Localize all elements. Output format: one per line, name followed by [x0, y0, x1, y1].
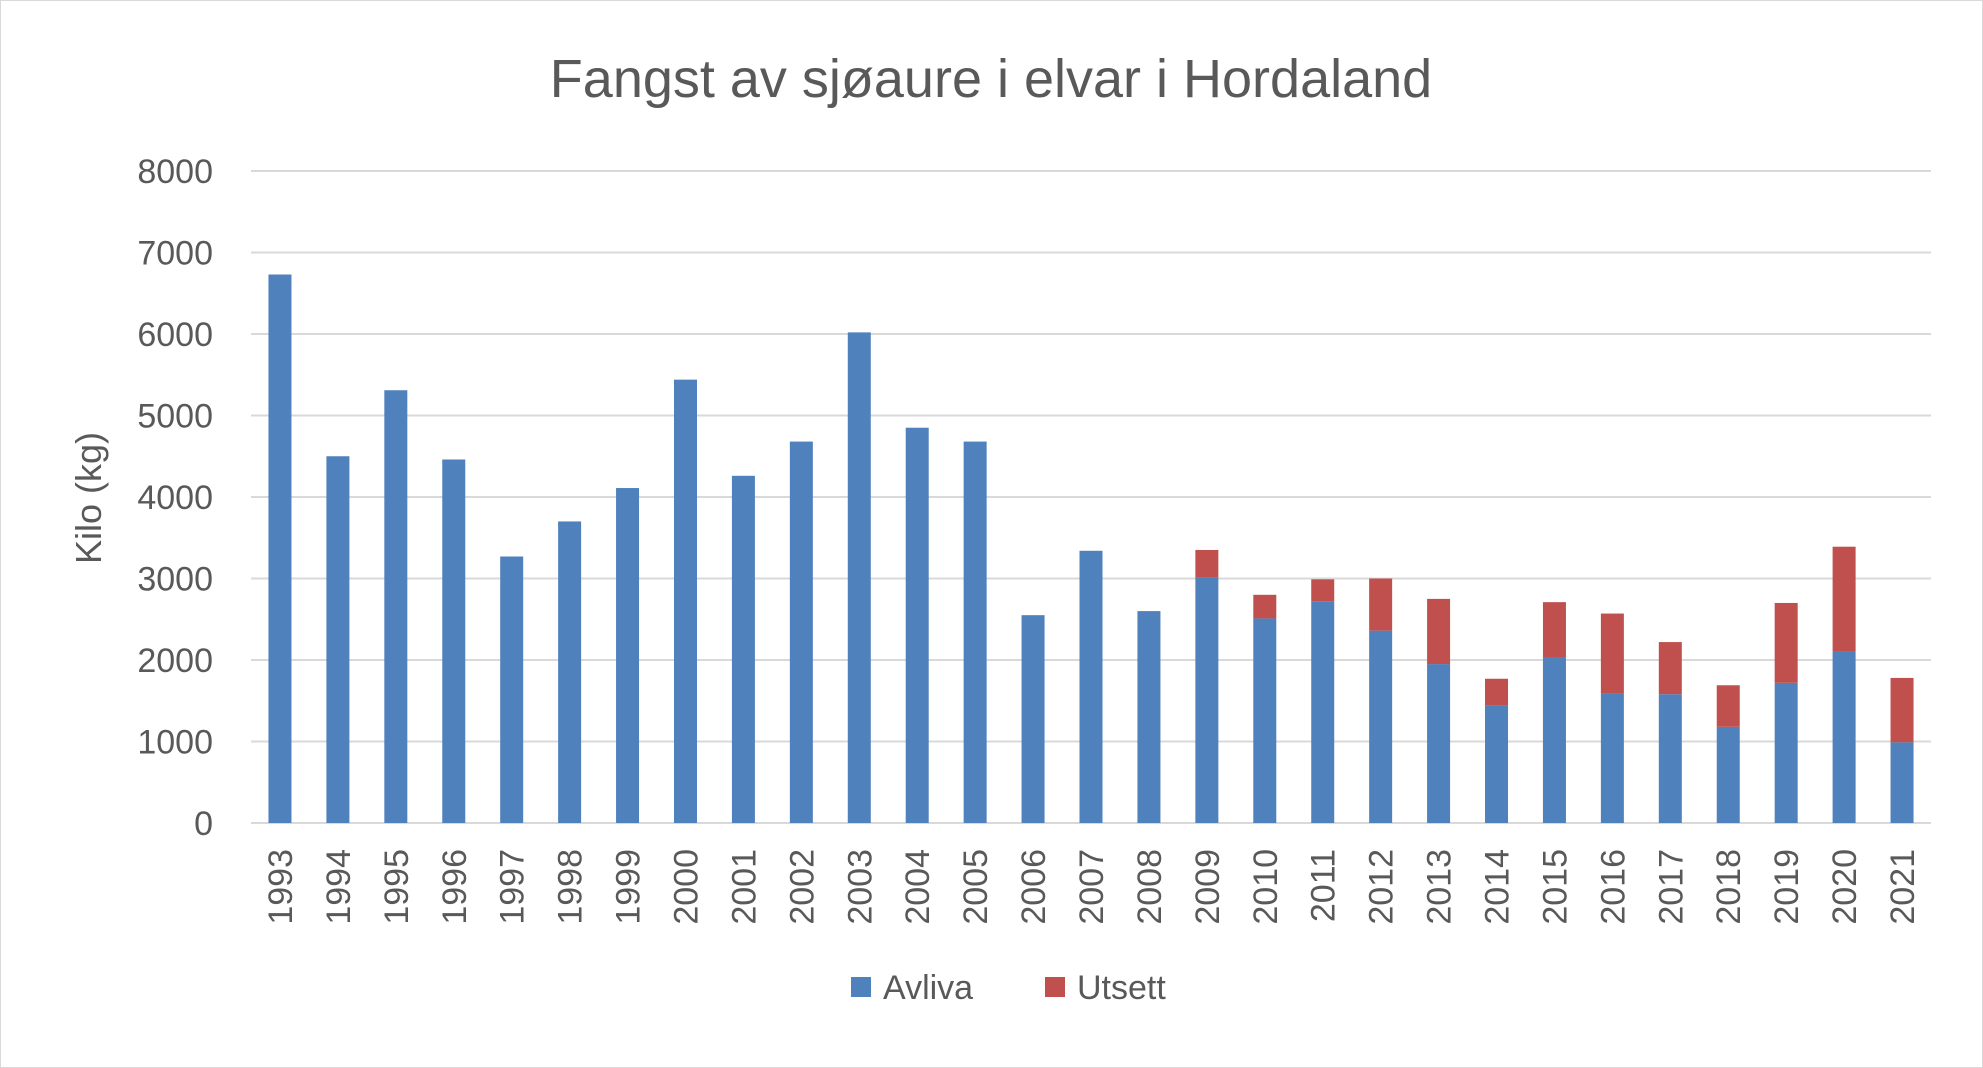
bar-avliva-2010 [1253, 618, 1277, 823]
x-tick-label: 1993 [262, 849, 300, 925]
bar-avliva-1999 [616, 488, 640, 823]
x-tick-label: 1996 [436, 849, 474, 925]
y-tick-label: 3000 [137, 561, 213, 599]
x-tick-label: 2011 [1305, 849, 1343, 922]
x-tick-label: 2000 [667, 849, 705, 925]
bar-avliva-2019 [1774, 682, 1798, 823]
y-tick-label: 1000 [137, 724, 213, 762]
x-tick-label: 2020 [1826, 849, 1864, 925]
bar-avliva-1995 [384, 390, 408, 823]
bar-utsett-2015 [1542, 602, 1566, 658]
x-tick-label: 1998 [552, 849, 590, 925]
x-tick-label: 1994 [320, 849, 358, 925]
bar-avliva-2001 [731, 475, 755, 823]
bar-avliva-2011 [1311, 601, 1335, 823]
bar-avliva-2007 [1079, 550, 1103, 823]
gridlines [251, 170, 1931, 824]
bar-avliva-1993 [268, 274, 292, 823]
bar-avliva-2012 [1369, 630, 1393, 823]
bar-avliva-2009 [1195, 577, 1219, 823]
x-tick-label: 2009 [1189, 849, 1227, 925]
bar-avliva-1998 [558, 521, 582, 823]
bar-utsett-2020 [1832, 546, 1856, 652]
legend-swatch-avliva [851, 977, 871, 997]
x-tick-label: 2005 [957, 849, 995, 925]
x-tick-label: 2017 [1652, 849, 1690, 925]
y-axis-ticks: 0 1000 2000 3000 4000 5000 6000 7000 8000 [137, 153, 213, 843]
legend-label-avliva: Avliva [883, 969, 973, 1007]
bar-avliva-2013 [1427, 664, 1451, 823]
bar-avliva-2020 [1832, 651, 1856, 823]
bar-utsett-2013 [1427, 598, 1451, 665]
y-tick-label: 0 [194, 805, 213, 843]
x-tick-label: 2003 [841, 849, 879, 925]
bar-utsett-2009 [1195, 549, 1219, 578]
y-tick-label: 8000 [137, 153, 213, 191]
y-tick-label: 6000 [137, 316, 213, 354]
bar-utsett-2012 [1369, 578, 1393, 631]
bar-utsett-2016 [1600, 613, 1624, 694]
bar-avliva-2000 [673, 379, 697, 823]
bar-avliva-2003 [847, 332, 871, 823]
y-tick-label: 4000 [137, 479, 213, 517]
bar-avliva-2004 [905, 427, 929, 823]
bar-utsett-2019 [1774, 602, 1798, 683]
bar-avliva-2017 [1658, 694, 1682, 823]
bar-utsett-2021 [1890, 677, 1914, 743]
bars [268, 274, 1914, 823]
chart-title: Fangst av sjøaure i elvar i Hordaland [550, 49, 1432, 109]
x-tick-label: 2016 [1594, 849, 1632, 925]
x-tick-label: 1999 [610, 849, 648, 925]
bar-avliva-2018 [1716, 726, 1740, 823]
x-tick-label: 2015 [1536, 849, 1574, 925]
x-tick-label: 2007 [1073, 849, 1111, 925]
bar-utsett-2011 [1311, 579, 1335, 602]
bar-avliva-2014 [1485, 705, 1509, 823]
bar-utsett-2010 [1253, 594, 1277, 619]
bar-avliva-2008 [1137, 611, 1161, 823]
y-tick-label: 5000 [137, 398, 213, 436]
x-tick-label: 1997 [494, 849, 532, 925]
bar-avliva-1994 [326, 456, 350, 823]
bar-avliva-2021 [1890, 742, 1914, 823]
x-tick-label: 2001 [725, 849, 763, 925]
bar-utsett-2018 [1716, 685, 1740, 727]
y-tick-label: 2000 [137, 642, 213, 680]
x-axis-ticks: 1993 1994 1995 1996 1997 1998 1999 2000 2001 2002… [262, 849, 1922, 925]
y-axis-title: Kilo (kg) [68, 432, 109, 564]
bar-utsett-2014 [1485, 678, 1509, 706]
x-tick-label: 2021 [1884, 849, 1922, 925]
bar-avliva-2015 [1542, 657, 1566, 823]
bar-avliva-2006 [1021, 615, 1045, 823]
bar-avliva-1997 [500, 556, 524, 823]
bar-avliva-2005 [963, 441, 987, 823]
legend-label-utsett: Utsett [1077, 969, 1166, 1007]
x-tick-label: 2006 [1015, 849, 1053, 925]
x-tick-label: 2010 [1247, 849, 1285, 925]
x-tick-label: 2019 [1768, 849, 1806, 925]
x-tick-label: 2002 [783, 849, 821, 925]
y-tick-label: 7000 [137, 235, 213, 273]
x-tick-label: 2018 [1710, 849, 1748, 925]
bar-avliva-2016 [1600, 693, 1624, 823]
bar-avliva-1996 [442, 459, 466, 823]
legend-swatch-utsett [1045, 977, 1065, 997]
x-tick-label: 2008 [1131, 849, 1169, 925]
bar-utsett-2017 [1658, 642, 1682, 695]
x-tick-label: 2012 [1363, 849, 1401, 925]
x-tick-label: 2014 [1479, 849, 1517, 925]
bar-avliva-2002 [789, 441, 813, 823]
x-tick-label: 2004 [899, 849, 937, 925]
x-tick-label: 1995 [378, 849, 416, 925]
x-tick-label: 2013 [1421, 849, 1459, 925]
legend: Avliva Utsett [851, 969, 1166, 1007]
